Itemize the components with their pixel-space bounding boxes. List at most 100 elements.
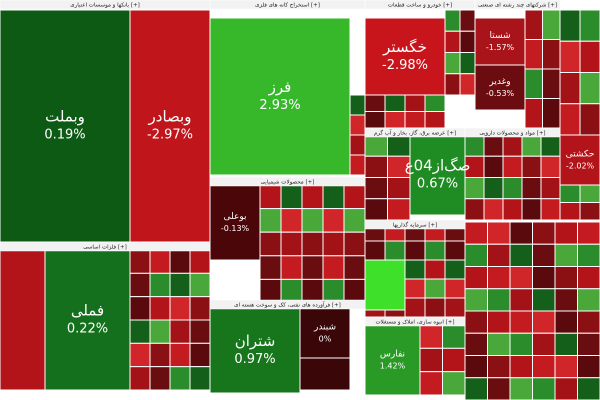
small-tile bbox=[169, 319, 191, 344]
small-tile bbox=[404, 297, 426, 318]
sector-headers: بانکها و موسسات اعتباری [+] استخراج کانه … bbox=[0, 0, 561, 327]
small-tile bbox=[419, 371, 443, 396]
small-tile bbox=[487, 243, 511, 267]
small-tile bbox=[577, 355, 600, 379]
tile bbox=[474, 17, 526, 66]
small-tile bbox=[464, 198, 485, 221]
small-tile bbox=[559, 184, 581, 203]
small-tile bbox=[280, 184, 303, 210]
tiles: وبملت 0.19% وبصادر -2.97% فرز 2.93% خگستر -2.98… bbox=[0, 9, 600, 396]
small-tile bbox=[532, 332, 556, 356]
tile-symbol: شتران bbox=[235, 332, 276, 350]
small-tile bbox=[554, 288, 578, 312]
tile-change: 0% bbox=[319, 335, 332, 344]
small-tile bbox=[487, 310, 511, 334]
small-tile bbox=[322, 231, 345, 257]
small-tile bbox=[349, 154, 366, 176]
small-tile bbox=[364, 134, 388, 157]
small-tile bbox=[424, 240, 446, 261]
small-tile bbox=[364, 111, 386, 129]
small-tile bbox=[532, 221, 556, 245]
small-tile bbox=[322, 278, 345, 304]
small-tile bbox=[509, 266, 533, 290]
small-tile bbox=[464, 221, 488, 245]
small-tile bbox=[542, 9, 561, 40]
small-tile bbox=[419, 347, 443, 373]
small-tile bbox=[559, 103, 581, 136]
small-tile bbox=[387, 177, 411, 200]
small-tile bbox=[301, 208, 324, 233]
small-tile bbox=[532, 355, 556, 379]
small-tile bbox=[322, 255, 345, 280]
tile bbox=[299, 307, 351, 359]
sector-title: فلزات اساسی [+] bbox=[83, 244, 127, 250]
small-tile bbox=[343, 278, 366, 304]
small-tile bbox=[577, 288, 600, 312]
tile-symbol: وبملت bbox=[45, 108, 85, 126]
small-tile bbox=[459, 30, 476, 53]
small-tile bbox=[280, 208, 303, 233]
small-tile bbox=[521, 155, 542, 178]
tile-change: 0.19% bbox=[44, 128, 85, 143]
small-tile bbox=[554, 266, 578, 290]
tile-symbol: فملی bbox=[71, 302, 104, 320]
sector-title: انبوه سازی، املاک و مستغلات [+] bbox=[375, 318, 454, 325]
tile-change: -2.02% bbox=[566, 162, 595, 171]
small-tile bbox=[424, 297, 446, 318]
small-tile bbox=[364, 94, 386, 112]
small-tile bbox=[579, 103, 600, 136]
small-tile bbox=[509, 221, 533, 245]
small-tile bbox=[579, 9, 600, 42]
sector-header-bg bbox=[0, 241, 211, 252]
small-tile bbox=[464, 332, 488, 356]
tile bbox=[409, 134, 466, 216]
tile-symbol: شستا bbox=[489, 31, 510, 41]
small-tile bbox=[483, 134, 504, 157]
small-tile bbox=[554, 355, 578, 379]
small-tile bbox=[169, 249, 191, 274]
small-tile bbox=[521, 198, 542, 221]
tile-change: 0.97% bbox=[234, 352, 275, 367]
sector-title: عرضه برق، گاز، بخار و آب گرم [+] bbox=[374, 129, 456, 136]
small-tile bbox=[424, 94, 446, 112]
small-tile bbox=[559, 9, 581, 42]
tile-symbol: وغدیر bbox=[488, 77, 510, 87]
small-tile bbox=[129, 319, 151, 344]
sector-title: محصولات شیمیایی [+] bbox=[261, 179, 315, 185]
small-tile bbox=[301, 255, 324, 280]
small-tile bbox=[502, 198, 523, 221]
small-tile bbox=[404, 94, 426, 112]
small-tile bbox=[459, 9, 476, 32]
small-tile bbox=[322, 208, 345, 233]
small-tile bbox=[502, 155, 523, 178]
small-tile bbox=[444, 278, 466, 299]
small-tile bbox=[322, 184, 345, 210]
small-tile bbox=[444, 259, 466, 280]
small-tile bbox=[554, 243, 578, 267]
small-tile bbox=[487, 355, 511, 379]
sector-header-bg bbox=[209, 176, 366, 187]
small-tile bbox=[129, 342, 151, 368]
small-tile bbox=[419, 324, 443, 349]
small-tile bbox=[540, 177, 561, 200]
small-tile bbox=[444, 52, 461, 75]
small-tile bbox=[559, 72, 581, 105]
small-tile bbox=[509, 310, 533, 334]
small-tile bbox=[189, 319, 211, 344]
small-tile bbox=[424, 111, 446, 129]
tile-change: 1.42% bbox=[380, 362, 406, 371]
small-tile bbox=[464, 243, 488, 267]
tile-change: 0.67% bbox=[417, 177, 458, 192]
tile bbox=[209, 17, 351, 176]
tile-symbol: خگستر bbox=[382, 38, 427, 56]
small-tile bbox=[487, 377, 511, 400]
small-tile bbox=[532, 377, 556, 400]
small-tile bbox=[464, 355, 488, 379]
small-tile bbox=[149, 366, 171, 391]
small-tile bbox=[349, 94, 366, 116]
small-tile bbox=[509, 243, 533, 267]
small-tile bbox=[459, 52, 476, 75]
small-tile bbox=[149, 342, 171, 368]
small-tile bbox=[559, 40, 581, 73]
small-tile bbox=[259, 208, 282, 233]
